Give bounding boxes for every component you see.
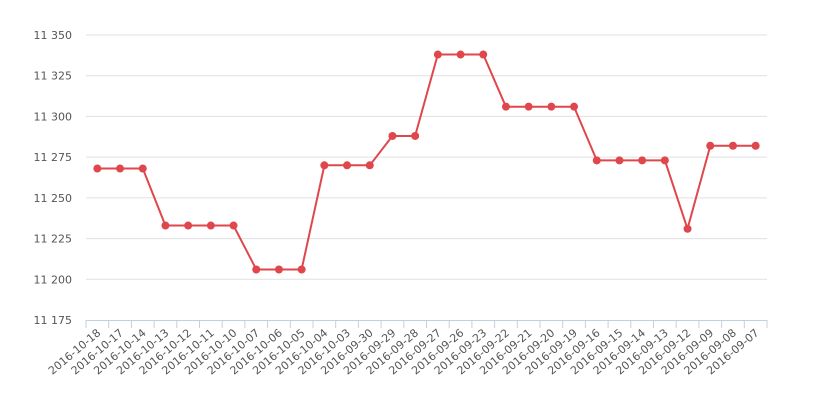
data-point — [116, 164, 125, 173]
y-tick-label: 11 225 — [34, 233, 73, 246]
data-point — [365, 161, 374, 170]
data-point — [728, 141, 737, 150]
data-point — [320, 161, 329, 170]
data-point — [161, 221, 170, 230]
data-point — [547, 102, 556, 111]
y-tick-label: 11 175 — [34, 314, 73, 327]
data-point — [456, 50, 465, 59]
data-point — [615, 156, 624, 165]
y-tick-label: 11 200 — [34, 273, 73, 286]
data-point — [206, 221, 215, 230]
data-point — [433, 50, 442, 59]
y-tick-label: 11 250 — [34, 192, 73, 205]
data-point — [93, 164, 102, 173]
data-point — [297, 265, 306, 274]
data-point — [592, 156, 601, 165]
data-point — [751, 141, 760, 150]
data-point — [479, 50, 488, 59]
y-tick-label: 11 350 — [34, 29, 73, 42]
data-point — [252, 265, 261, 274]
data-point — [184, 221, 193, 230]
data-point — [229, 221, 238, 230]
data-point — [660, 156, 669, 165]
data-point — [706, 141, 715, 150]
data-point — [638, 156, 647, 165]
data-point — [570, 102, 579, 111]
data-point — [501, 102, 510, 111]
data-point — [388, 131, 397, 140]
data-point — [138, 164, 147, 173]
data-point — [343, 161, 352, 170]
data-point — [274, 265, 283, 274]
y-tick-label: 11 300 — [34, 110, 73, 123]
y-tick-label: 11 275 — [34, 151, 73, 164]
data-point — [524, 102, 533, 111]
data-point — [683, 224, 692, 233]
data-line — [97, 53, 756, 271]
y-tick-label: 11 325 — [34, 70, 73, 83]
data-point — [411, 131, 420, 140]
